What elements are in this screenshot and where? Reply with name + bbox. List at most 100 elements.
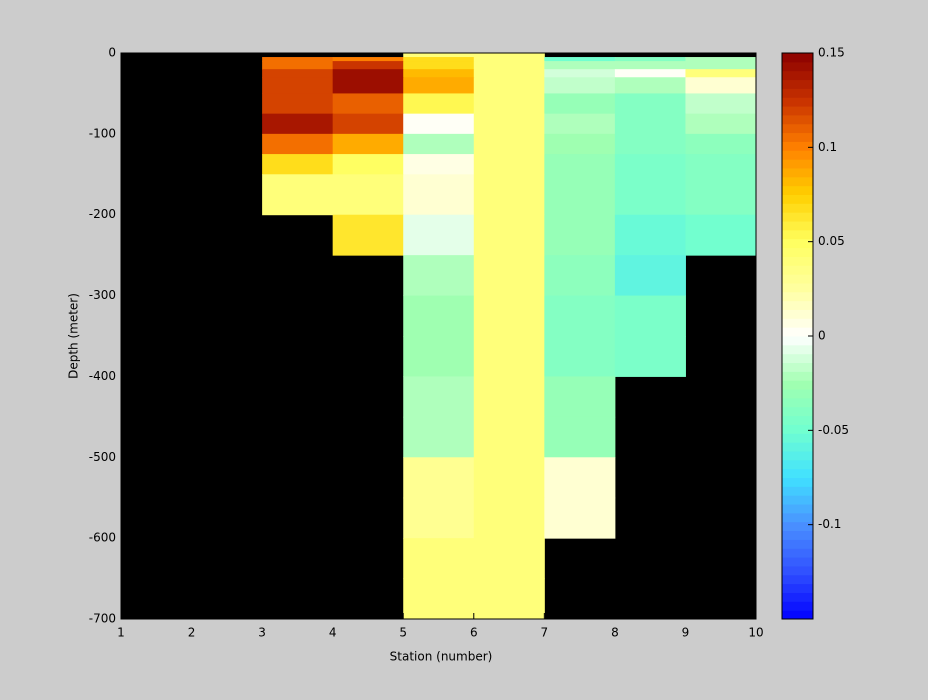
heatmap-cell [262, 154, 334, 175]
colorbar-swatch [782, 362, 813, 372]
colorbar-swatch [782, 176, 813, 187]
heatmap-cell [403, 61, 475, 70]
colorbar-swatch [782, 150, 813, 160]
heatmap-cell [544, 57, 616, 62]
heatmap-cell [473, 93, 545, 115]
colorbar-swatch [782, 583, 813, 593]
colorbar-swatch [782, 132, 813, 142]
heatmap-cell [614, 93, 686, 115]
y-tick-label: -100 [89, 126, 116, 140]
x-tick-label: 5 [399, 626, 407, 640]
heatmap-cell [614, 154, 686, 175]
heatmap-cell [473, 497, 545, 539]
x-tick-label: 1 [117, 626, 125, 640]
heatmap-cell [403, 214, 475, 256]
colorbar-swatch [782, 53, 813, 63]
heatmap-cell [473, 336, 545, 377]
heatmap-cell [614, 77, 686, 94]
colorbar-swatch [782, 185, 813, 195]
colorbar-swatch [782, 318, 813, 328]
heatmap-cell [473, 457, 545, 499]
x-tick-label: 9 [682, 626, 690, 640]
colorbar-swatch [782, 442, 813, 452]
colorbar-swatch [782, 97, 813, 107]
y-tick-label: -400 [89, 369, 116, 383]
heatmap-cell [332, 77, 404, 94]
x-tick-label: 3 [258, 626, 266, 640]
colorbar-swatch [782, 203, 813, 213]
heatmap-cell [685, 174, 757, 216]
colorbar-swatch [782, 389, 813, 399]
colorbar-swatch [782, 371, 813, 381]
heatmap-cell [544, 154, 616, 175]
colorbar-tick-label: -0.05 [818, 423, 849, 437]
heatmap-cell [685, 61, 757, 70]
colorbar-swatch [782, 61, 813, 72]
heatmap-cell [614, 133, 686, 155]
colorbar-swatch [782, 106, 813, 116]
colorbar-tick-label: 0 [818, 329, 826, 343]
colorbar-swatch [782, 415, 813, 425]
heatmap-cell [544, 255, 616, 297]
heatmap-cell [544, 416, 616, 458]
heatmap-cell [685, 77, 757, 94]
heatmap-cell [262, 174, 334, 216]
colorbar-swatch [782, 238, 813, 249]
colorbar-swatch [782, 282, 813, 293]
colorbar-swatch [782, 79, 813, 89]
colorbar-swatch [782, 495, 813, 505]
heatmap-cell [262, 69, 334, 78]
heatmap-cell [544, 61, 616, 70]
colorbar-swatch [782, 477, 813, 487]
heatmap-cell [403, 295, 475, 337]
heatmap-cell [403, 416, 475, 458]
colorbar-swatch [782, 459, 813, 470]
colorbar-swatch [782, 336, 813, 346]
colorbar-swatch [782, 247, 813, 257]
x-tick-label: 6 [470, 626, 478, 640]
heatmap-cell [473, 69, 545, 78]
colorbar-swatch [782, 548, 813, 558]
colorbar-swatch [782, 512, 813, 523]
heatmap-cell [473, 154, 545, 175]
colorbar-swatch [782, 221, 813, 231]
heatmap-cell [614, 57, 686, 62]
heatmap-cell [473, 53, 545, 58]
colorbar-swatch [782, 433, 813, 443]
colorbar-swatch [782, 291, 813, 302]
heatmap-cell [262, 57, 334, 62]
heatmap-cell [544, 497, 616, 539]
colorbar-swatch [782, 159, 813, 169]
colorbar-swatch [782, 229, 813, 240]
heatmap-cell [473, 295, 545, 337]
heatmap-cell [544, 93, 616, 115]
heatmap-cell [544, 133, 616, 155]
x-axis-label: Station (number) [390, 650, 493, 664]
x-tick-label: 8 [611, 626, 619, 640]
heatmap-cell [403, 497, 475, 539]
colorbar-swatch [782, 123, 813, 134]
heatmap-cell [614, 336, 686, 377]
heatmap-cell [544, 295, 616, 337]
heatmap-cell [473, 578, 545, 620]
heatmap-cell [403, 93, 475, 115]
colorbar-swatch [782, 397, 813, 408]
heatmap-cell [473, 376, 545, 418]
heatmap-cell [403, 376, 475, 418]
heatmap-cell [614, 113, 686, 135]
heatmap-cell [332, 214, 404, 256]
y-tick-label: -600 [89, 531, 116, 545]
colorbar-swatch [782, 610, 813, 620]
colorbar-swatch [782, 486, 813, 496]
colorbar-swatch [782, 300, 813, 310]
colorbar-swatch [782, 353, 813, 364]
heatmap-cell [403, 174, 475, 216]
y-tick-label: -700 [89, 612, 116, 626]
colorbar-swatch [782, 309, 813, 319]
y-tick-label: -300 [89, 288, 116, 302]
x-tick-label: 4 [329, 626, 337, 640]
heatmap-cell [262, 133, 334, 155]
colorbar-swatch [782, 592, 813, 602]
colorbar-swatch [782, 141, 813, 151]
heatmap-cell [262, 61, 334, 70]
